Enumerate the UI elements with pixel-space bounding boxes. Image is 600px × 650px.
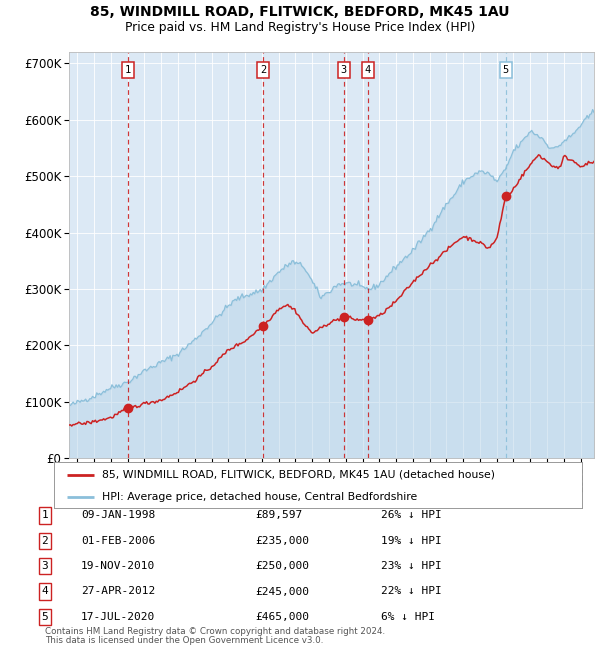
Text: 85, WINDMILL ROAD, FLITWICK, BEDFORD, MK45 1AU: 85, WINDMILL ROAD, FLITWICK, BEDFORD, MK… xyxy=(90,5,510,20)
Text: Contains HM Land Registry data © Crown copyright and database right 2024.: Contains HM Land Registry data © Crown c… xyxy=(45,627,385,636)
Text: 4: 4 xyxy=(365,65,371,75)
Text: 17-JUL-2020: 17-JUL-2020 xyxy=(81,612,155,622)
Text: 26% ↓ HPI: 26% ↓ HPI xyxy=(381,510,442,521)
Text: 19% ↓ HPI: 19% ↓ HPI xyxy=(381,536,442,546)
Text: 85, WINDMILL ROAD, FLITWICK, BEDFORD, MK45 1AU (detached house): 85, WINDMILL ROAD, FLITWICK, BEDFORD, MK… xyxy=(101,469,494,480)
Text: 4: 4 xyxy=(41,586,49,597)
Text: 1: 1 xyxy=(125,65,131,75)
Text: 5: 5 xyxy=(41,612,49,622)
Text: 23% ↓ HPI: 23% ↓ HPI xyxy=(381,561,442,571)
Text: 5: 5 xyxy=(503,65,509,75)
Text: 2: 2 xyxy=(260,65,266,75)
Text: This data is licensed under the Open Government Licence v3.0.: This data is licensed under the Open Gov… xyxy=(45,636,323,645)
Text: £250,000: £250,000 xyxy=(255,561,309,571)
Text: £245,000: £245,000 xyxy=(255,586,309,597)
Text: 1: 1 xyxy=(41,510,49,521)
Text: £235,000: £235,000 xyxy=(255,536,309,546)
Text: 3: 3 xyxy=(41,561,49,571)
Text: 27-APR-2012: 27-APR-2012 xyxy=(81,586,155,597)
Text: 3: 3 xyxy=(341,65,347,75)
Text: 2: 2 xyxy=(41,536,49,546)
Text: 6% ↓ HPI: 6% ↓ HPI xyxy=(381,612,435,622)
Text: 01-FEB-2006: 01-FEB-2006 xyxy=(81,536,155,546)
Text: Price paid vs. HM Land Registry's House Price Index (HPI): Price paid vs. HM Land Registry's House … xyxy=(125,21,475,34)
Text: £465,000: £465,000 xyxy=(255,612,309,622)
Text: 22% ↓ HPI: 22% ↓ HPI xyxy=(381,586,442,597)
Text: HPI: Average price, detached house, Central Bedfordshire: HPI: Average price, detached house, Cent… xyxy=(101,491,417,502)
Text: 19-NOV-2010: 19-NOV-2010 xyxy=(81,561,155,571)
Text: 09-JAN-1998: 09-JAN-1998 xyxy=(81,510,155,521)
Text: £89,597: £89,597 xyxy=(255,510,302,521)
